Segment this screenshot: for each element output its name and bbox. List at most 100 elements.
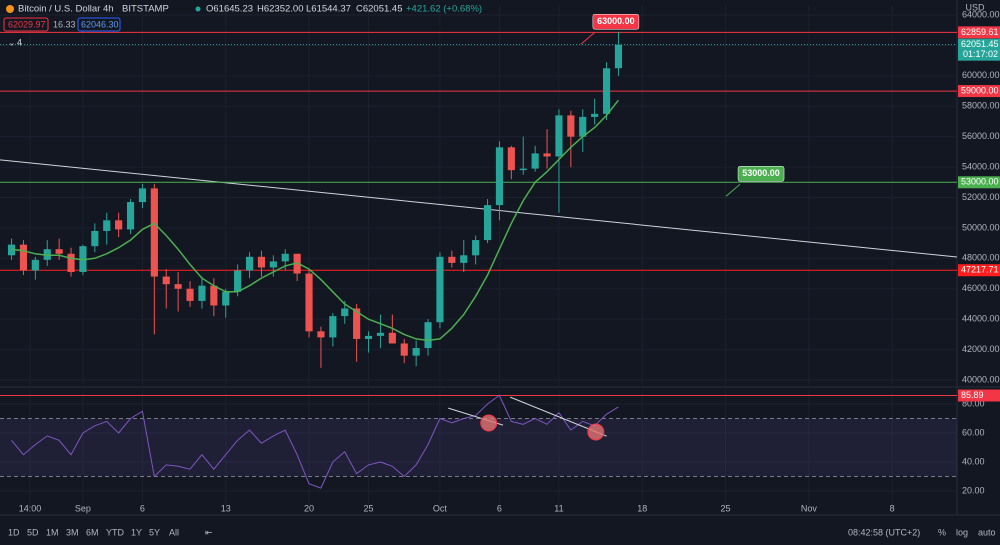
moving-average: [11, 99, 619, 342]
candle-body: [567, 115, 575, 137]
candle-body: [495, 147, 504, 206]
candle-body: [519, 168, 527, 171]
annotation-box: [737, 166, 785, 182]
price-label: 59000.00: [961, 85, 999, 95]
candle-body: [376, 332, 385, 336]
annotation-label: 53000.00: [742, 168, 780, 178]
y-tick-label: 80.00: [962, 398, 985, 408]
range-button[interactable]: 5Y: [149, 527, 160, 537]
x-tick-label: 8: [890, 503, 895, 513]
ask-box[interactable]: [77, 17, 121, 32]
x-tick-label: 6: [497, 503, 502, 513]
annotation-label: 63000.00: [597, 16, 635, 26]
close: C62051.45: [356, 4, 402, 15]
candle-body: [579, 116, 587, 137]
x-tick-label: Sep: [75, 503, 91, 513]
symbol-icon: [6, 5, 14, 13]
candle-body: [412, 348, 420, 356]
y-tick-label: 50000.00: [962, 222, 1000, 232]
price-label-bg: [958, 264, 1000, 277]
ask[interactable]: 62046.30: [81, 19, 119, 29]
scale-option[interactable]: auto: [978, 527, 996, 537]
candle-body: [31, 259, 39, 271]
date-range-icon[interactable]: ⇤: [205, 527, 213, 537]
x-tick-label: 18: [637, 503, 647, 513]
annotation-pointer: [580, 31, 596, 45]
x-tick-label: 11: [554, 503, 563, 513]
rsi-band: [0, 418, 957, 477]
candle-body: [460, 255, 468, 263]
indicator-count[interactable]: 4: [17, 37, 22, 47]
range-button[interactable]: YTD: [106, 527, 125, 537]
range-button[interactable]: 3M: [66, 527, 79, 537]
rsi-line: [11, 394, 619, 489]
scale-option[interactable]: %: [938, 527, 946, 537]
candle-body: [329, 316, 337, 338]
candle-body: [126, 202, 135, 230]
status-dot: [195, 6, 201, 12]
candle-body: [257, 256, 266, 268]
x-tick-label: 25: [364, 503, 374, 513]
plot-layer: 40000.00 42000.00 44000.00 46000.00 48000.00…: [0, 5, 1000, 513]
candle-body: [67, 253, 75, 273]
y-tick-label: 60.00: [962, 427, 985, 437]
range-button[interactable]: 1Y: [131, 527, 142, 537]
currency[interactable]: USD: [965, 2, 985, 12]
candle-body: [543, 153, 551, 157]
candle-body: [222, 291, 230, 306]
scale-options: % log auto: [938, 527, 996, 537]
scale-option[interactable]: log: [956, 527, 968, 537]
candle-body: [162, 276, 170, 285]
range-button[interactable]: 6M: [86, 527, 99, 537]
candle-body: [555, 115, 563, 157]
candle-body: [388, 332, 396, 344]
y-tick-label: 44000.00: [962, 314, 1000, 324]
x-tick-label: 20: [304, 503, 314, 513]
y-tick-label: 54000.00: [962, 161, 1000, 171]
y-tick-label: 40.00: [962, 456, 985, 466]
candle-body: [281, 253, 289, 262]
price-label-bg: [958, 26, 1000, 39]
annotation-pointer: [725, 183, 741, 197]
candle-body: [19, 244, 28, 271]
annotation-box: [592, 13, 640, 30]
last-price-bg: [958, 38, 1000, 61]
range-buttons: 1D 5D 1M 3M 6M YTD 1Y 5Y All: [8, 527, 179, 537]
price-label-bg: [958, 85, 1000, 98]
high: H62352.00: [257, 4, 303, 15]
candle-body: [91, 230, 99, 247]
y-tick-label: 56000.00: [962, 131, 1000, 141]
candle-body: [198, 285, 206, 301]
exchange: BITSTAMP: [122, 4, 169, 15]
range-button[interactable]: 1D: [8, 527, 20, 537]
rsi-marker: [480, 414, 498, 432]
y-tick-label: 20.00: [962, 485, 985, 495]
bid[interactable]: 62029.97: [8, 19, 46, 29]
bid-box[interactable]: [3, 17, 49, 32]
rsi-marker: [587, 423, 605, 441]
candle-body: [55, 249, 63, 254]
price-label: 47217.71: [961, 265, 999, 275]
indicator-toggle[interactable]: ⌄: [8, 37, 16, 47]
candle-body: [483, 205, 492, 241]
open: O61645.23: [206, 4, 253, 15]
price-label: 85.89: [961, 390, 984, 400]
last-price-label: 62051.45: [961, 39, 999, 49]
y-tick-label: 42000.00: [962, 344, 1000, 354]
candle-body: [210, 285, 218, 306]
candle-body: [305, 273, 313, 332]
candle-body: [7, 244, 16, 256]
interval[interactable]: 4h: [103, 4, 114, 15]
y-tick-label: 48000.00: [962, 253, 1000, 263]
y-tick-label: 52000.00: [962, 192, 1000, 202]
candle-body: [353, 308, 361, 339]
range-button[interactable]: 1M: [46, 527, 59, 537]
range-button[interactable]: 5D: [27, 527, 39, 537]
symbol[interactable]: Bitcoin / U.S. Dollar: [18, 4, 100, 15]
candle-body: [614, 44, 623, 69]
candle-body: [341, 308, 349, 317]
y-tick-label: 40000.00: [962, 374, 1000, 384]
range-button[interactable]: All: [169, 527, 179, 537]
candle-body: [174, 284, 182, 289]
